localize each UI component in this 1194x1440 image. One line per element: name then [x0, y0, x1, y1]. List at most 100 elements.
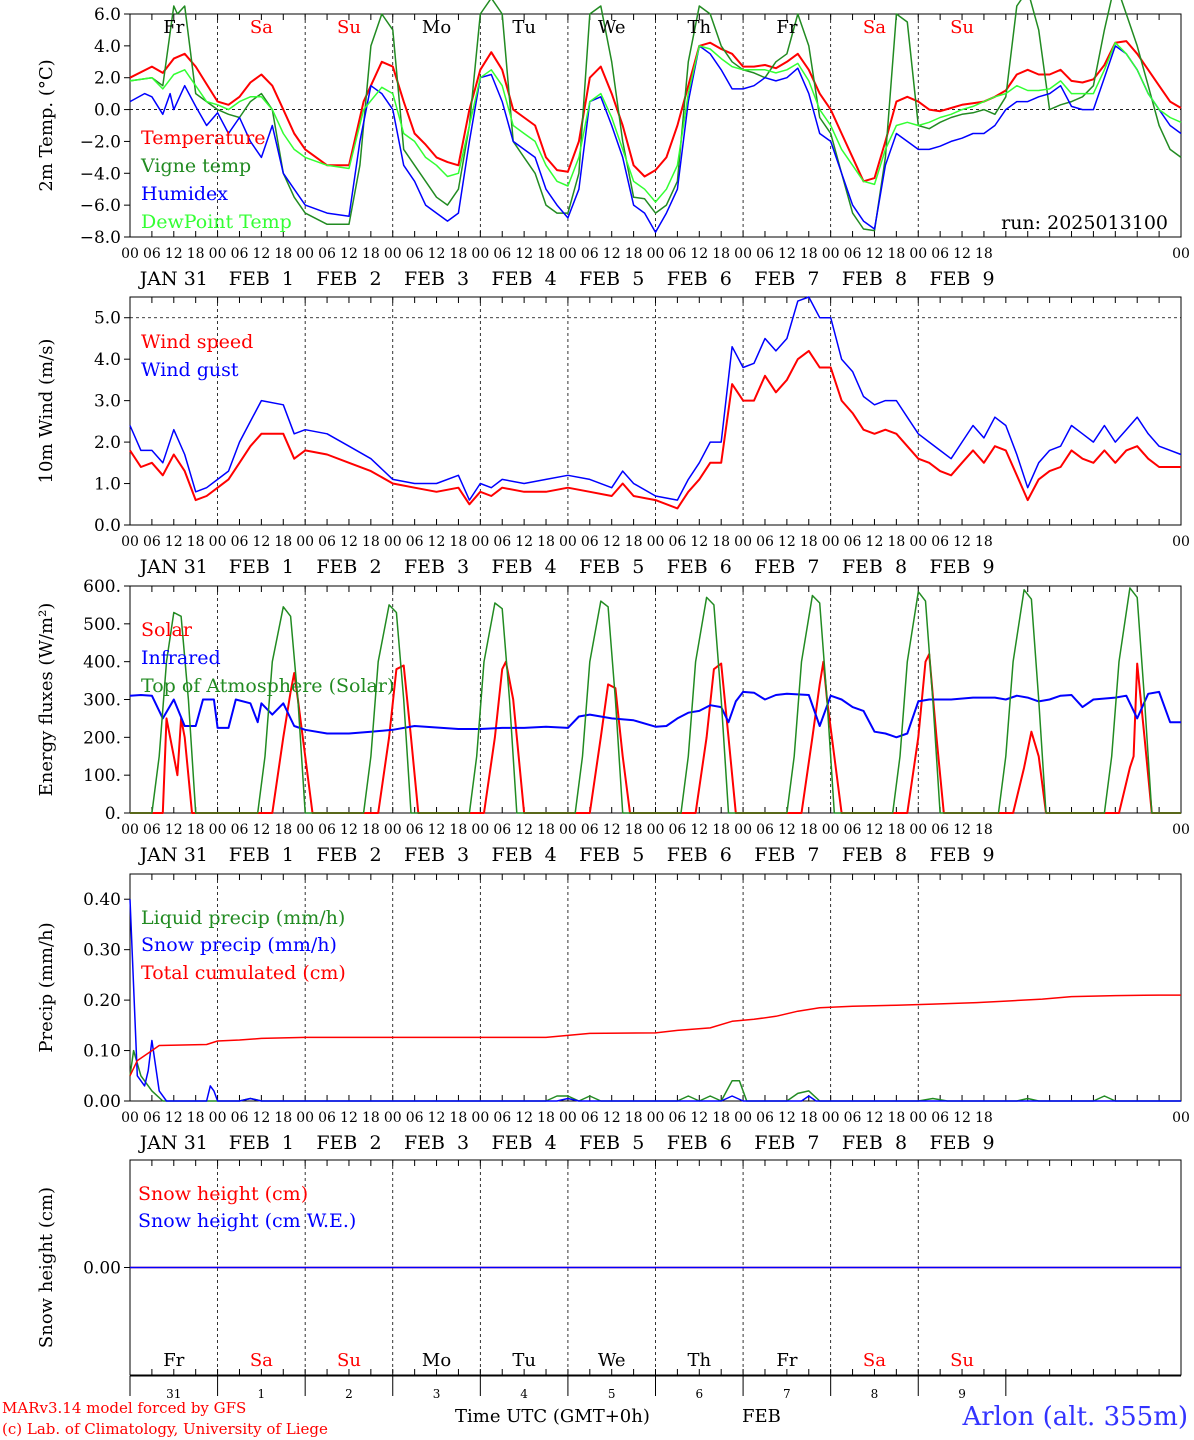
hour-label: 06 — [668, 246, 686, 262]
hour-label: 12 — [953, 246, 971, 262]
hour-label: 18 — [274, 1110, 292, 1126]
month-label: FEB — [742, 1406, 781, 1427]
legend-wind-0: Wind speed — [141, 331, 253, 353]
hour-label: 18 — [187, 822, 205, 838]
hour-label: 00 — [384, 822, 402, 838]
date-label: FEB 9 — [929, 268, 994, 290]
date-label: FEB 5 — [579, 556, 644, 578]
hour-label: 00 — [909, 534, 927, 550]
hour-label: 06 — [581, 246, 599, 262]
hour-label: 00 — [822, 246, 840, 262]
hour-label: 06 — [318, 1110, 336, 1126]
hour-label: 18 — [187, 1110, 205, 1126]
hour-label: 12 — [340, 822, 358, 838]
hour-label: 00 — [1172, 246, 1190, 262]
temperature-ytick-label: 0.0 — [94, 101, 121, 121]
hour-label: 06 — [231, 1110, 249, 1126]
hour-label: 00 — [384, 1110, 402, 1126]
panel-precip: 0.40 0.30 0.20 0.10 0.00 Precip (mm/h) Liquid … — [36, 873, 1190, 1154]
date-label: FEB 9 — [929, 556, 994, 578]
hour-label: 12 — [866, 246, 884, 262]
hour-label: 18 — [274, 246, 292, 262]
date-label: FEB 5 — [579, 1132, 644, 1154]
weekday-top: Tu — [512, 17, 536, 38]
date-label: FEB 7 — [754, 1132, 819, 1154]
date-label: JAN 31 — [138, 556, 208, 578]
hour-label: 18 — [537, 246, 555, 262]
date-label: FEB 2 — [316, 844, 381, 866]
day-number: 4 — [520, 1387, 528, 1401]
hour-label: 06 — [231, 534, 249, 550]
hour-label: 00 — [296, 822, 314, 838]
date-label: FEB 8 — [842, 1132, 907, 1154]
hour-label: 12 — [603, 1110, 621, 1126]
hour-label: 06 — [931, 1110, 949, 1126]
day-number: 7 — [783, 1387, 791, 1401]
hour-label: 00 — [734, 246, 752, 262]
weekday-bottom: Fr — [776, 1350, 797, 1371]
hour-label: 12 — [252, 1110, 270, 1126]
hour-label: 06 — [406, 534, 424, 550]
hour-label: 00 — [121, 246, 139, 262]
legend-energy-1: Infrared — [141, 647, 221, 669]
hour-label: 12 — [866, 534, 884, 550]
hour-label: 18 — [975, 1110, 993, 1126]
energy-ytick-label: 0. — [105, 804, 121, 824]
hour-label: 00 — [121, 1110, 139, 1126]
hour-label: 12 — [165, 246, 183, 262]
hour-label: 06 — [406, 1110, 424, 1126]
date-label: FEB 3 — [404, 844, 469, 866]
wind-ytick-label: 5.0 — [94, 309, 121, 329]
hour-label: 06 — [493, 822, 511, 838]
hour-label: 18 — [362, 1110, 380, 1126]
date-label: FEB 1 — [229, 268, 294, 290]
hour-label: 00 — [121, 534, 139, 550]
hour-label: 00 — [471, 534, 489, 550]
hour-label: 18 — [887, 822, 905, 838]
hour-label: 12 — [515, 1110, 533, 1126]
date-label: FEB 1 — [229, 844, 294, 866]
hour-label: 12 — [428, 534, 446, 550]
hour-label: 06 — [493, 534, 511, 550]
hour-label: 00 — [1172, 1110, 1190, 1126]
lab-credit: (c) Lab. of Climatology, University of L… — [2, 1420, 328, 1438]
weekday-bottom: Sa — [863, 1350, 886, 1371]
hour-label: 18 — [362, 246, 380, 262]
hour-label: 00 — [647, 534, 665, 550]
precip-ytick-label: 0.20 — [83, 991, 121, 1011]
date-label: FEB 4 — [492, 556, 557, 578]
hour-label: 12 — [866, 822, 884, 838]
hour-label: 06 — [493, 1110, 511, 1126]
series-precip-2 — [129, 994, 1181, 1077]
hour-label: 06 — [668, 1110, 686, 1126]
hour-label: 18 — [800, 246, 818, 262]
temperature-ytick-label: 6.0 — [94, 5, 121, 25]
legend-temperature-0: Temperature — [141, 127, 265, 149]
hour-label: 18 — [712, 246, 730, 262]
hour-label: 06 — [231, 822, 249, 838]
day-number: 3 — [433, 1387, 441, 1401]
hour-label: 00 — [734, 822, 752, 838]
hour-label: 06 — [231, 246, 249, 262]
hour-label: 00 — [209, 534, 227, 550]
precip-ytick-label: 0.30 — [83, 941, 121, 961]
hour-label: 06 — [668, 534, 686, 550]
hour-label: 00 — [734, 1110, 752, 1126]
hour-label: 00 — [647, 246, 665, 262]
hour-label: 00 — [1172, 534, 1190, 550]
energy-ytick-label: 500. — [83, 615, 121, 635]
time-axis-label: Time UTC (GMT+0h) — [455, 1406, 650, 1427]
hour-label: 06 — [318, 822, 336, 838]
panel-energy: 600. 500. 400. 300. 200. 100. 0. Energy fluxes … — [36, 577, 1190, 866]
temperature-ytick-label: 2.0 — [94, 69, 121, 89]
temperature-ytick-label: −4.0 — [80, 164, 121, 184]
hour-label: 12 — [340, 534, 358, 550]
date-label: FEB 2 — [316, 556, 381, 578]
hour-label: 18 — [800, 534, 818, 550]
hour-label: 06 — [406, 822, 424, 838]
hour-label: 12 — [252, 822, 270, 838]
legend-energy-2: Top of Atmosphere (Solar) — [141, 675, 394, 697]
precip-ytick-label: 0.00 — [83, 1092, 121, 1112]
temperature-ytick-label: −2.0 — [80, 132, 121, 152]
